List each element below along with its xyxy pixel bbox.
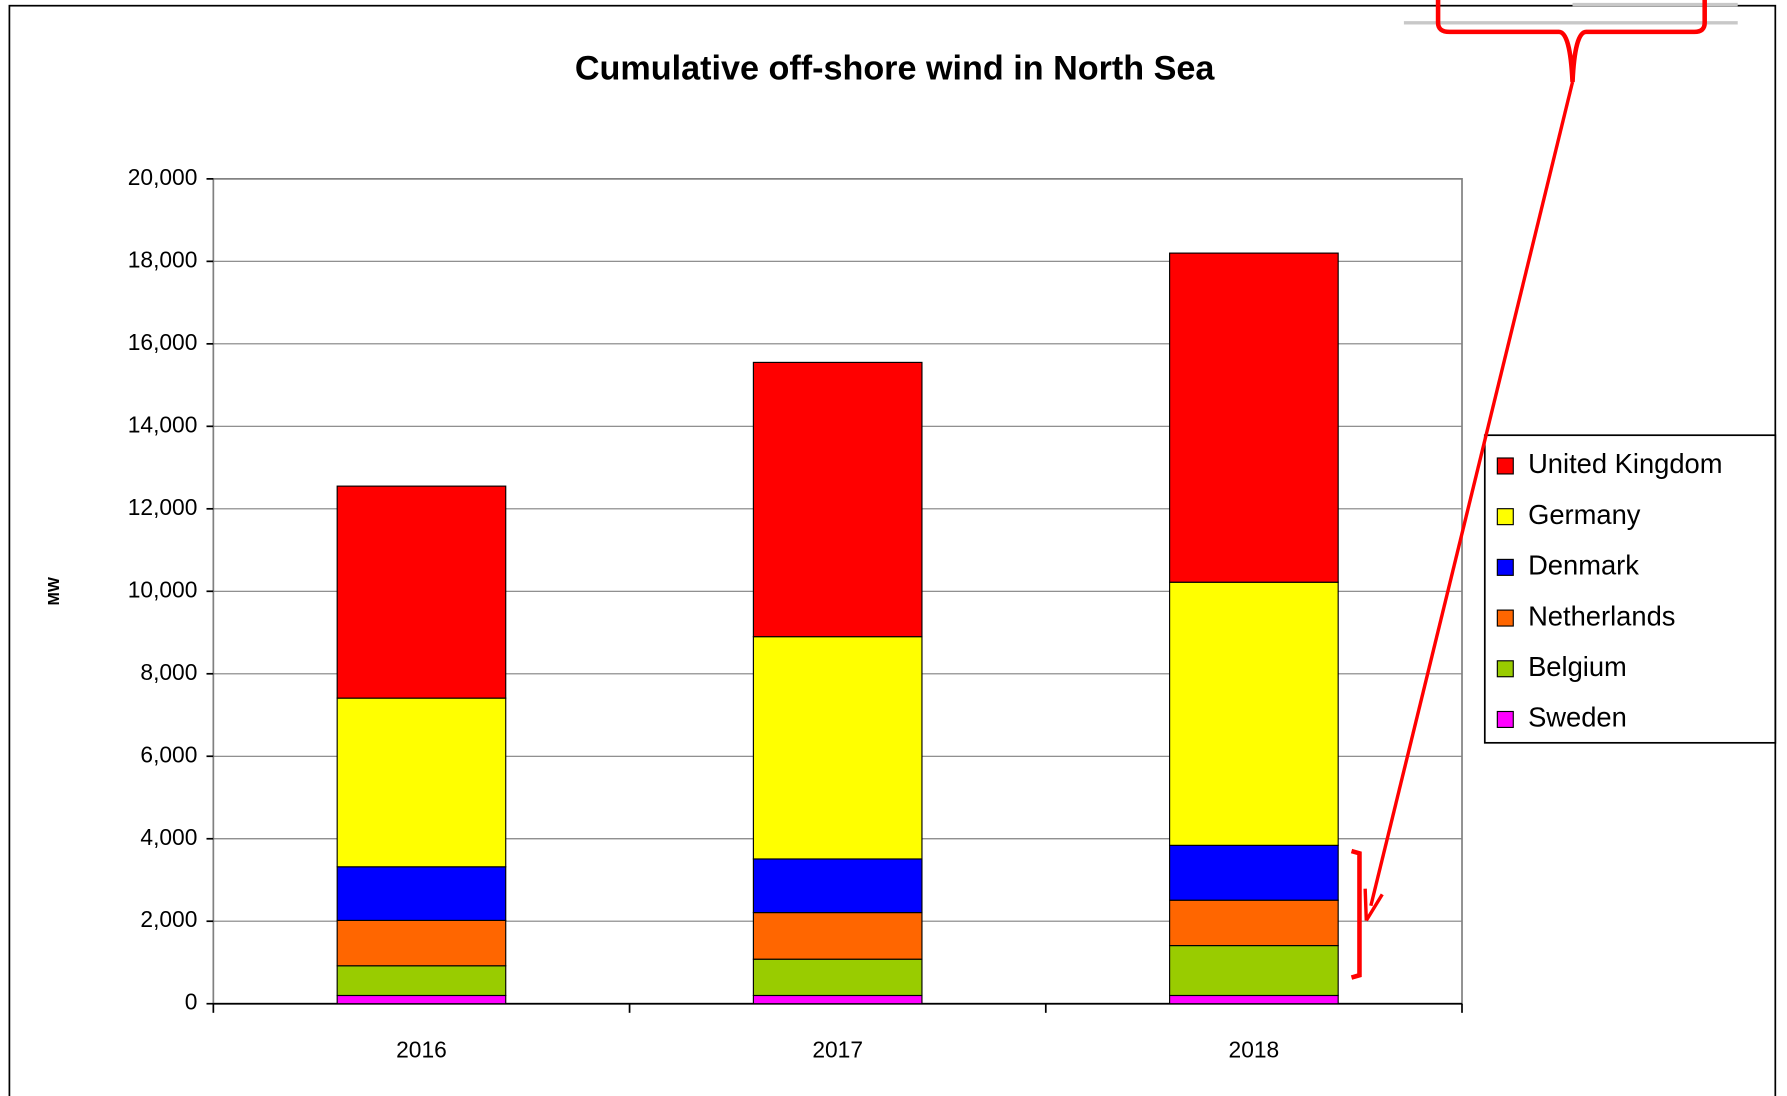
y-tick-label: 16,000 bbox=[128, 329, 198, 355]
bar-segment bbox=[1169, 994, 1339, 1005]
bar-segment bbox=[752, 958, 923, 997]
bar-segment bbox=[336, 994, 507, 1005]
y-tick-label: 2,000 bbox=[140, 906, 197, 932]
legend-swatch bbox=[1496, 558, 1514, 576]
legend bbox=[1483, 434, 1777, 744]
legend-swatch bbox=[1496, 457, 1514, 475]
x-tick-label: 2016 bbox=[396, 1037, 447, 1063]
legend-label: Sweden bbox=[1528, 702, 1627, 733]
bar-segment bbox=[1169, 581, 1339, 846]
red-arrow bbox=[1369, 81, 1575, 907]
y-axis-label: MW bbox=[46, 576, 63, 605]
legend-swatch bbox=[1496, 710, 1514, 729]
red-bracket bbox=[1350, 848, 1362, 980]
y-tick-label: 8,000 bbox=[140, 659, 197, 685]
y-tick-label: 6,000 bbox=[140, 741, 197, 767]
legend-label: Germany bbox=[1528, 499, 1641, 530]
bar-segment bbox=[752, 994, 923, 1005]
bar-segment bbox=[336, 866, 507, 921]
bar-segment bbox=[1169, 899, 1339, 947]
y-tick-label: 10,000 bbox=[128, 576, 198, 602]
arrow-head bbox=[1363, 888, 1384, 922]
bar-segment bbox=[1169, 844, 1339, 901]
legend-label: Denmark bbox=[1528, 550, 1639, 581]
bar-segment bbox=[752, 636, 923, 860]
bar-segment bbox=[752, 361, 923, 638]
legend-label: Belgium bbox=[1528, 651, 1627, 682]
bar-segment bbox=[752, 912, 923, 960]
bar-segment bbox=[752, 858, 923, 914]
y-tick-label: 20,000 bbox=[128, 164, 198, 190]
bar-segment bbox=[336, 485, 507, 699]
bar-segment bbox=[336, 697, 507, 868]
legend-label: Netherlands bbox=[1528, 600, 1675, 631]
legend-swatch bbox=[1496, 609, 1514, 627]
y-tick-label: 18,000 bbox=[128, 246, 198, 272]
chart-title: Cumulative off-shore wind in North Sea bbox=[575, 50, 1216, 88]
x-tick-label: 2017 bbox=[812, 1037, 863, 1063]
legend-label: United Kingdom bbox=[1528, 448, 1722, 479]
bar-segment bbox=[336, 965, 507, 997]
y-tick-label: 12,000 bbox=[128, 494, 198, 520]
bar-segment bbox=[336, 919, 507, 967]
y-tick-label: 14,000 bbox=[128, 411, 198, 437]
annotation bbox=[1350, 0, 1738, 980]
y-tick-label: 0 bbox=[185, 989, 198, 1015]
y-tick-label: 4,000 bbox=[140, 824, 197, 850]
legend-swatch bbox=[1496, 508, 1514, 526]
bar-segment bbox=[1169, 252, 1339, 583]
bar-segment bbox=[1169, 944, 1339, 997]
legend-swatch bbox=[1496, 660, 1514, 678]
x-tick-label: 2018 bbox=[1229, 1037, 1280, 1063]
